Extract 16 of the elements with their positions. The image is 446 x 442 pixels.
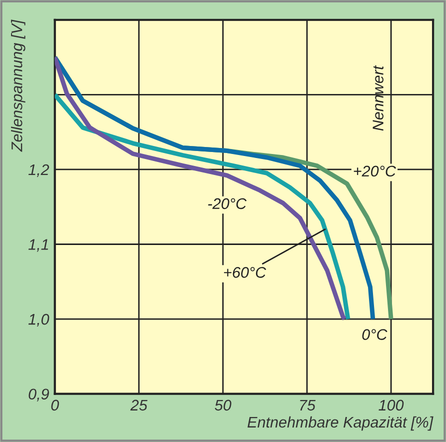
y-tick-label: 1,2 xyxy=(28,164,50,177)
y-tick-label: 0,9 xyxy=(28,388,49,402)
annotation: +20°C xyxy=(354,166,396,177)
annotation: +60°C xyxy=(224,267,266,278)
annotation: Nennwert xyxy=(372,65,384,131)
annotation: -20°C xyxy=(208,198,247,210)
x-tick-label: 25 xyxy=(130,400,148,411)
y-tick-label: 1,0 xyxy=(28,314,50,327)
x-tick-label: 100 xyxy=(378,400,404,411)
x-tick-label: 0 xyxy=(51,400,59,411)
x-tick-label: 75 xyxy=(300,400,316,411)
y-tick-label: 1,1 xyxy=(28,239,48,252)
y-axis-title: Zellenspannung [V] xyxy=(11,20,26,152)
annotation: 0°C xyxy=(362,329,388,340)
x-tick-label: 50 xyxy=(214,400,232,411)
x-axis-title: Entnehmbare Kapazität [%] xyxy=(248,416,434,431)
